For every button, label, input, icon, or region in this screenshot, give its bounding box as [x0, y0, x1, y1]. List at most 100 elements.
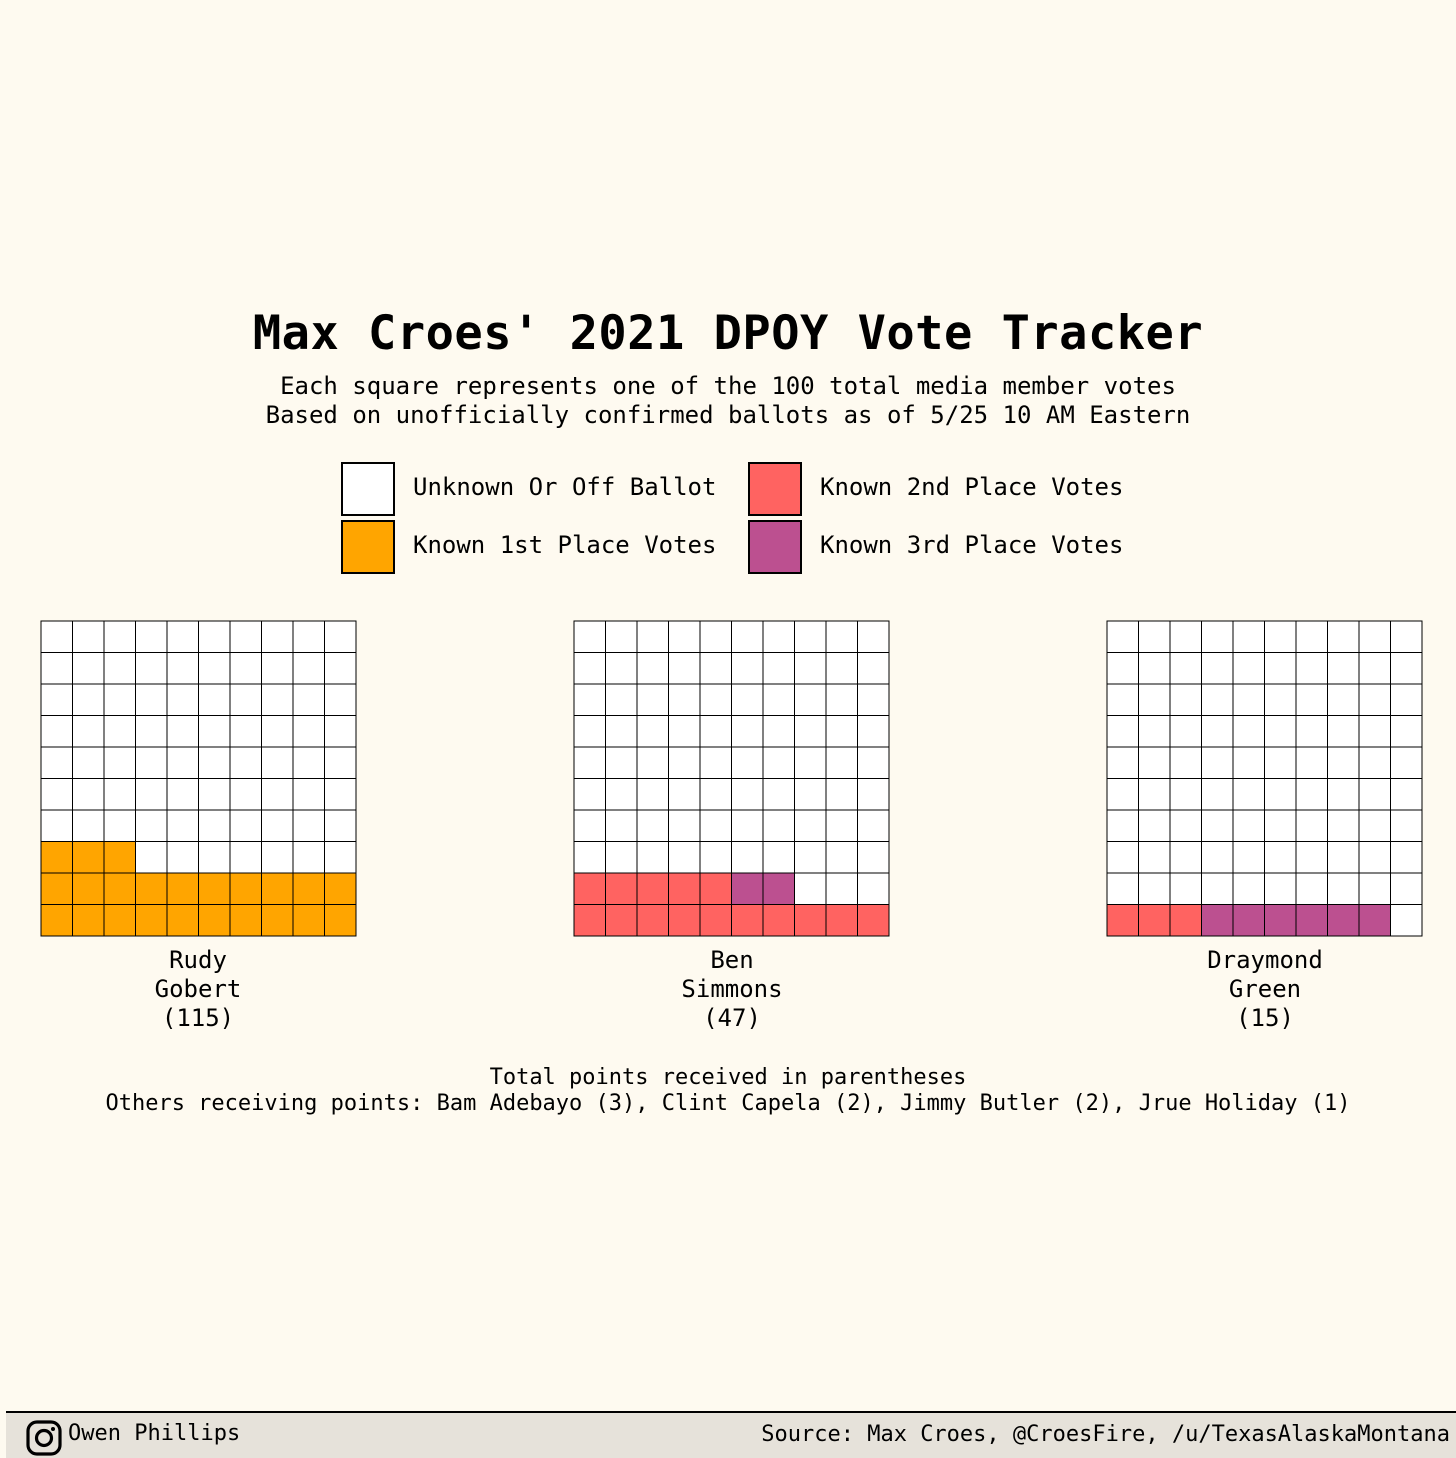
waffle-cell-unknown: [1390, 809, 1423, 842]
waffle-cell-third: [1295, 904, 1328, 937]
waffle-cell-unknown: [1327, 872, 1360, 905]
waffle-cell-unknown: [1358, 841, 1391, 874]
waffle-cell-unknown: [198, 809, 231, 842]
waffle-cell-first: [198, 904, 231, 937]
waffle-cell-unknown: [1138, 652, 1171, 685]
waffle-cell-unknown: [699, 746, 732, 779]
waffle-cell-unknown: [1138, 715, 1171, 748]
waffle-svg-gobert: [40, 620, 357, 937]
waffle-cell-first: [40, 841, 73, 874]
waffle-cell-unknown: [1390, 778, 1423, 811]
waffle-cell-unknown: [794, 652, 827, 685]
waffle-cell-unknown: [72, 809, 105, 842]
waffle-cell-unknown: [166, 841, 199, 874]
waffle-cell-second: [825, 904, 858, 937]
waffle-cell-unknown: [605, 841, 638, 874]
waffle-cell-unknown: [1264, 809, 1297, 842]
waffle-cell-unknown: [292, 841, 325, 874]
player-points: (115): [161, 1004, 235, 1032]
waffle-cell-unknown: [857, 620, 890, 653]
waffle-cell-unknown: [1201, 683, 1234, 716]
waffle-cell-unknown: [292, 683, 325, 716]
waffle-cell-unknown: [166, 620, 199, 653]
waffle-gobert: [40, 620, 358, 938]
footer-author: Owen Phillips: [68, 1421, 241, 1446]
waffle-cell-unknown: [103, 809, 136, 842]
waffle-cell-unknown: [261, 620, 294, 653]
player-first-name: Rudy: [169, 946, 227, 974]
waffle-cell-unknown: [1201, 841, 1234, 874]
waffle-cell-unknown: [292, 620, 325, 653]
waffle-cell-unknown: [1106, 778, 1139, 811]
waffle-cell-third: [1358, 904, 1391, 937]
waffle-cell-second: [605, 904, 638, 937]
waffle-cell-unknown: [699, 778, 732, 811]
waffle-cell-second: [605, 872, 638, 905]
waffle-cell-unknown: [1390, 746, 1423, 779]
waffle-cell-unknown: [605, 683, 638, 716]
waffle-cell-first: [72, 904, 105, 937]
waffle-cell-unknown: [636, 620, 669, 653]
waffle-cell-unknown: [40, 809, 73, 842]
waffle-cell-unknown: [324, 620, 357, 653]
waffle-cell-second: [1106, 904, 1139, 937]
waffle-cell-unknown: [731, 715, 764, 748]
waffle-green: [1106, 620, 1424, 938]
waffle-cell-unknown: [668, 652, 701, 685]
caption-points-note: Total points received in parentheses: [489, 1065, 967, 1090]
player-first-name: Draymond: [1207, 946, 1323, 974]
waffle-cell-unknown: [40, 778, 73, 811]
waffle-cell-unknown: [103, 683, 136, 716]
waffle-cell-unknown: [166, 683, 199, 716]
waffle-cell-unknown: [794, 715, 827, 748]
waffle-cell-unknown: [636, 841, 669, 874]
waffle-cell-unknown: [72, 715, 105, 748]
waffle-cell-unknown: [198, 715, 231, 748]
waffle-cell-unknown: [1232, 872, 1265, 905]
waffle-cell-unknown: [1264, 715, 1297, 748]
waffle-cell-unknown: [198, 746, 231, 779]
player-label-gobert: Rudy Gobert (115): [38, 946, 358, 1033]
waffle-cell-unknown: [1106, 841, 1139, 874]
waffle-cell-unknown: [324, 778, 357, 811]
waffle-cell-unknown: [1201, 746, 1234, 779]
waffle-cell-second: [857, 904, 890, 937]
waffle-cell-unknown: [731, 620, 764, 653]
waffle-cell-first: [261, 872, 294, 905]
legend-label-third: Known 3rd Place Votes: [820, 531, 1124, 559]
waffle-cell-unknown: [762, 652, 795, 685]
player-last-name: Green: [1228, 975, 1302, 1003]
waffle-cell-unknown: [1295, 841, 1328, 874]
waffle-cell-second: [636, 904, 669, 937]
waffle-cell-first: [103, 872, 136, 905]
waffle-cell-second: [668, 872, 701, 905]
waffle-cell-unknown: [229, 778, 262, 811]
waffle-cell-unknown: [1106, 683, 1139, 716]
waffle-cell-unknown: [1390, 715, 1423, 748]
waffle-cell-first: [229, 872, 262, 905]
waffle-cell-first: [72, 872, 105, 905]
waffle-cell-unknown: [794, 809, 827, 842]
waffle-cell-second: [573, 904, 606, 937]
waffle-cell-unknown: [794, 872, 827, 905]
waffle-cell-unknown: [636, 715, 669, 748]
waffle-cell-first: [72, 841, 105, 874]
waffle-cell-unknown: [605, 715, 638, 748]
waffle-cell-unknown: [825, 620, 858, 653]
waffle-cell-unknown: [762, 841, 795, 874]
player-label-green: Draymond Green (15): [1105, 946, 1425, 1033]
waffle-cell-unknown: [1201, 872, 1234, 905]
waffle-cell-unknown: [825, 652, 858, 685]
waffle-cell-second: [1138, 904, 1171, 937]
waffle-cell-unknown: [1232, 746, 1265, 779]
waffle-cell-first: [135, 872, 168, 905]
waffle-cell-unknown: [636, 809, 669, 842]
waffle-cell-unknown: [40, 683, 73, 716]
waffle-cell-second: [794, 904, 827, 937]
waffle-cell-unknown: [668, 746, 701, 779]
waffle-cell-first: [292, 904, 325, 937]
waffle-cell-second: [573, 872, 606, 905]
waffle-cell-unknown: [1295, 746, 1328, 779]
waffle-cell-unknown: [857, 778, 890, 811]
waffle-cell-unknown: [1232, 809, 1265, 842]
